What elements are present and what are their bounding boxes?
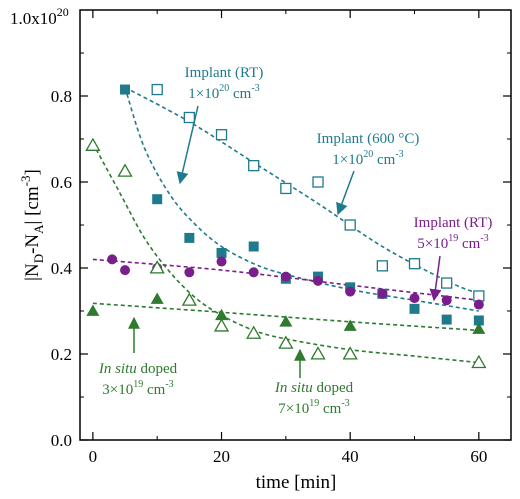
data-point — [149, 260, 165, 274]
data-point — [107, 254, 118, 265]
svg-text:In situ doped: In situ doped — [274, 380, 354, 396]
svg-text:|ND-NA| [cm-3]: |ND-NA| [cm-3] — [18, 169, 46, 281]
svg-text:1×1020 cm-3: 1×1020 cm-3 — [188, 83, 259, 102]
data-point — [184, 232, 195, 243]
y-tick-label: 0.2 — [51, 345, 72, 364]
data-point — [120, 84, 131, 95]
data-point — [215, 129, 228, 141]
data-point — [473, 299, 484, 310]
x-tick-label: 40 — [342, 447, 359, 466]
y-tick-label: 0.4 — [51, 259, 73, 278]
annotation-insitu-7e19: In situ doped 7×1019 cm-3 — [274, 348, 354, 417]
y-tick-label: 0.6 — [51, 173, 72, 192]
data-point — [441, 277, 453, 289]
data-point — [248, 267, 259, 278]
data-point — [409, 293, 420, 304]
data-point — [151, 83, 163, 96]
fit-curve-1 — [124, 87, 479, 312]
data-point — [472, 322, 486, 334]
x-tick-label: 60 — [470, 447, 487, 466]
data-point — [471, 354, 487, 369]
axis-ticks: 0 20 40 60 0.0 0.2 0.4 0.6 0.8 — [51, 10, 511, 466]
data-point — [280, 182, 292, 195]
data-point — [408, 258, 421, 270]
data-point — [181, 292, 197, 306]
data-point — [345, 286, 356, 297]
fit-curve-0 — [124, 86, 480, 295]
data-point — [213, 318, 230, 332]
annotation-implant-600-1e20: Implant (600 °C) 1×1020 cm-3 — [317, 131, 420, 216]
annotation-implant-rt-5e19: Implant (RT) 5×1019 cm-3 — [414, 215, 493, 302]
y-axis-label: |ND-NA| [cm-3] — [18, 169, 46, 281]
data-point — [343, 319, 357, 331]
data-point — [184, 267, 195, 278]
fit-curve-4 — [92, 142, 479, 364]
data-point — [216, 247, 227, 258]
x-tick-label: 0 — [89, 447, 98, 466]
data-point — [152, 194, 163, 205]
data-markers — [85, 83, 487, 369]
data-point — [344, 219, 356, 231]
data-point — [248, 160, 260, 172]
annotation-implant-rt-1e20: Implant (RT) 1×1020 cm-3 — [176, 65, 264, 185]
data-point — [246, 325, 262, 339]
data-point — [342, 346, 358, 360]
data-point — [377, 288, 388, 299]
fit-curve-3 — [92, 302, 479, 332]
data-point — [278, 335, 294, 349]
data-point — [183, 111, 196, 124]
svg-text:3×1019 cm-3: 3×1019 cm-3 — [102, 379, 173, 398]
svg-text:Implant (600 °C): Implant (600 °C) — [317, 131, 420, 147]
data-point — [280, 271, 291, 282]
data-point — [86, 304, 100, 316]
data-point — [313, 275, 324, 286]
data-point — [248, 241, 259, 252]
data-point — [310, 346, 326, 360]
svg-text:5×1019 cm-3: 5×1019 cm-3 — [417, 233, 488, 252]
data-point — [117, 163, 133, 177]
data-point — [441, 314, 452, 325]
data-point — [312, 176, 324, 188]
data-point — [279, 315, 293, 327]
data-point — [216, 256, 227, 267]
data-point — [441, 295, 452, 306]
y-tick-label: 0.8 — [51, 87, 72, 106]
data-point — [376, 260, 388, 272]
data-point — [150, 292, 164, 304]
svg-text:7×1019 cm-3: 7×1019 cm-3 — [278, 398, 349, 417]
fit-curve-2 — [92, 258, 479, 302]
y-tick-label: 0.0 — [51, 431, 72, 450]
svg-text:Implant (RT): Implant (RT) — [414, 215, 493, 231]
data-point — [473, 315, 484, 326]
data-point — [215, 308, 229, 321]
data-point — [473, 290, 485, 302]
svg-text:1×1020 cm-3: 1×1020 cm-3 — [332, 149, 403, 168]
svg-text:In situ doped: In situ doped — [98, 361, 178, 377]
x-tick-label: 20 — [213, 447, 230, 466]
data-point — [409, 303, 420, 314]
y-scale-label: 1.0x1020 — [10, 5, 69, 28]
data-point — [85, 137, 101, 151]
annotation-insitu-3e19: In situ doped 3×1019 cm-3 — [98, 316, 178, 398]
x-axis-label: time [min] — [256, 472, 337, 493]
data-point — [120, 265, 131, 276]
svg-text:Implant (RT): Implant (RT) — [185, 65, 264, 81]
